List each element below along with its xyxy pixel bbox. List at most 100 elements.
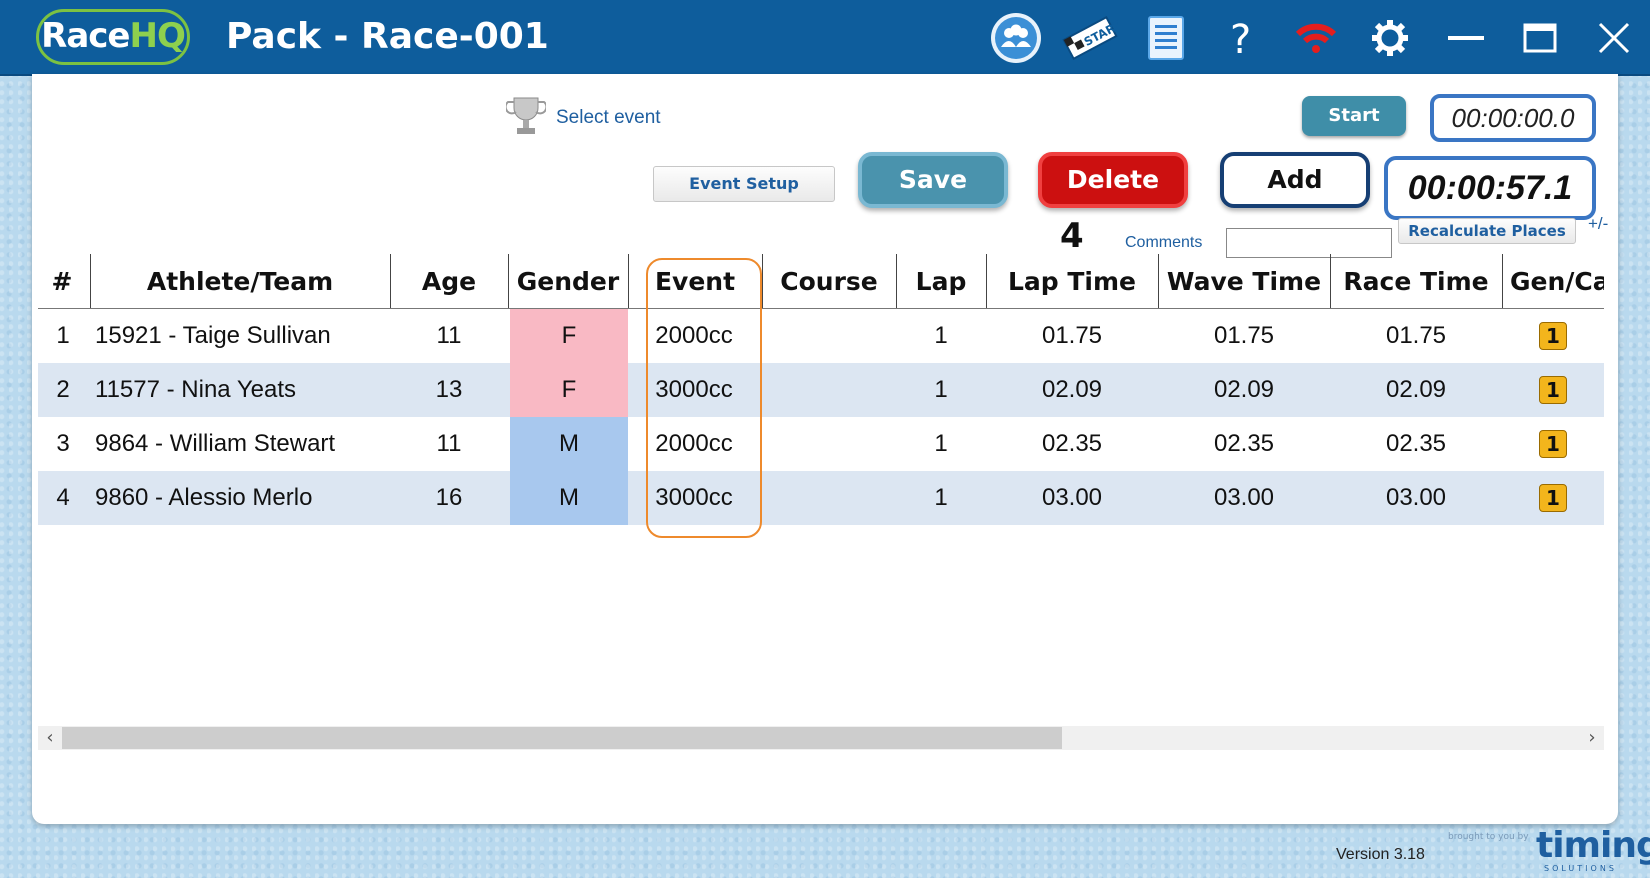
column-separator (1330, 254, 1331, 308)
cell-course (762, 309, 896, 363)
header-event[interactable]: Event (654, 266, 736, 296)
settings-icon[interactable] (1362, 10, 1418, 66)
cell-wave-time: 02.09 (1213, 376, 1275, 403)
scroll-left-icon[interactable]: ‹ (46, 727, 54, 748)
cell-event: 2000cc (655, 322, 733, 349)
horizontal-scrollbar[interactable]: ‹ › (38, 726, 1604, 750)
scrollbar-thumb[interactable] (62, 727, 1062, 749)
header-number[interactable]: # (51, 266, 73, 296)
cell-lap: 1 (934, 322, 948, 349)
cell-lap-time: 03.00 (1041, 484, 1103, 511)
header-lap[interactable]: Lap (915, 266, 967, 296)
place-badge: 1 (1539, 430, 1567, 458)
maximize-icon[interactable] (1512, 10, 1568, 66)
team-icon[interactable] (988, 10, 1044, 66)
cell-athlete: 9860 - Alessio Merlo (95, 484, 313, 511)
cell-number: 2 (56, 376, 70, 403)
column-separator (896, 254, 897, 308)
cell-course (762, 417, 896, 471)
header-race-time[interactable]: Race Time (1343, 266, 1489, 296)
header-divider (38, 308, 1604, 309)
cell-lap: 1 (934, 430, 948, 457)
cell-age: 16 (435, 484, 463, 511)
cell-gen-cat: 1 (1502, 471, 1604, 525)
header-athlete[interactable]: Athlete/Team (146, 266, 334, 296)
cell-gen-cat: 1 (1502, 417, 1604, 471)
window-title: Pack - Race-001 (226, 16, 549, 57)
cell-race-time: 02.35 (1385, 430, 1447, 457)
brought-by-label: brought to you by (1448, 832, 1529, 842)
column-separator (90, 254, 91, 308)
cell-wave-time: 01.75 (1213, 322, 1275, 349)
cell-gender: F (510, 309, 628, 363)
cell-age: 13 (435, 376, 463, 403)
select-event-label: Select event (556, 107, 661, 128)
cell-gen-cat: 1 (1502, 309, 1604, 363)
column-separator (1158, 254, 1159, 308)
cell-course (762, 471, 896, 525)
minimize-icon[interactable] (1438, 10, 1494, 66)
close-icon[interactable] (1586, 10, 1642, 66)
version-label: Version 3.18 (1336, 846, 1425, 863)
start-button[interactable]: Start (1302, 96, 1406, 136)
logo-accent-text: HQ (129, 16, 185, 56)
add-button[interactable]: Add (1220, 152, 1370, 208)
header-wave-time[interactable]: Wave Time (1166, 266, 1322, 296)
table-row[interactable]: 4 9860 - Alessio Merlo 16 M 3000cc 1 03.… (38, 471, 1604, 525)
race-clock-display: 00:00:57.1 (1384, 156, 1596, 220)
document-icon[interactable] (1138, 10, 1194, 66)
event-setup-button[interactable]: Event Setup (653, 166, 835, 202)
cell-gen-cat: 1 (1502, 363, 1604, 417)
save-button[interactable]: Save (858, 152, 1008, 208)
scroll-right-icon[interactable]: › (1588, 727, 1596, 748)
recalculate-places-button[interactable]: Recalculate Places (1398, 218, 1576, 244)
column-separator (762, 254, 763, 308)
cell-race-time: 02.09 (1385, 376, 1447, 403)
wifi-icon[interactable] (1288, 10, 1344, 66)
logo-text: Race (41, 16, 130, 56)
comments-input[interactable] (1226, 228, 1392, 258)
header-age[interactable]: Age (421, 266, 477, 296)
cell-event: 3000cc (655, 376, 733, 403)
cell-lap: 1 (934, 376, 948, 403)
table-row[interactable]: 2 11577 - Nina Yeats 13 F 3000cc 1 02.09… (38, 363, 1604, 417)
table-row[interactable]: 1 15921 - Taige Sullivan 11 F 2000cc 1 0… (38, 309, 1604, 363)
header-course[interactable]: Course (780, 266, 878, 296)
start-flag-icon[interactable]: START (1062, 10, 1118, 66)
timing-solutions-logo: timing (1536, 825, 1650, 866)
svg-text:?: ? (1230, 17, 1251, 61)
cell-gender: F (510, 363, 628, 417)
header-gen-cat[interactable]: Gen/Ca (1510, 266, 1604, 296)
cell-athlete: 9864 - William Stewart (95, 430, 336, 457)
cell-race-time: 01.75 (1385, 322, 1447, 349)
title-bar: RaceHQ Pack - Race-001 START ? (0, 0, 1650, 76)
header-gender[interactable]: Gender (516, 266, 620, 296)
help-icon[interactable]: ? (1213, 10, 1269, 66)
plus-minus-link[interactable]: +/- (1588, 214, 1609, 233)
place-badge: 1 (1539, 322, 1567, 350)
cell-number: 1 (56, 322, 70, 349)
header-lap-time[interactable]: Lap Time (1007, 266, 1137, 296)
delete-button[interactable]: Delete (1038, 152, 1188, 208)
cell-lap-time: 01.75 (1041, 322, 1103, 349)
cell-wave-time: 03.00 (1213, 484, 1275, 511)
timing-solutions-subtext: SOLUTIONS (1544, 864, 1617, 873)
cell-gender: M (510, 417, 628, 471)
column-separator (628, 254, 629, 308)
column-separator (1502, 254, 1503, 308)
table-row[interactable]: 3 9864 - William Stewart 11 M 2000cc 1 0… (38, 417, 1604, 471)
place-badge: 1 (1539, 376, 1567, 404)
cell-number: 4 (56, 484, 70, 511)
start-clock-display: 00:00:00.0 (1430, 94, 1596, 142)
cell-lap-time: 02.35 (1041, 430, 1103, 457)
column-separator (986, 254, 987, 308)
cell-age: 11 (436, 322, 462, 349)
cell-course (762, 363, 896, 417)
column-separator (390, 254, 391, 308)
cell-athlete: 11577 - Nina Yeats (95, 376, 297, 403)
cell-number: 3 (56, 430, 70, 457)
select-event-control[interactable]: Select event (504, 94, 661, 142)
cell-wave-time: 02.35 (1213, 430, 1275, 457)
results-table: # Athlete/Team Age Gender Event Course L… (38, 254, 1604, 726)
cell-event: 3000cc (655, 484, 733, 511)
